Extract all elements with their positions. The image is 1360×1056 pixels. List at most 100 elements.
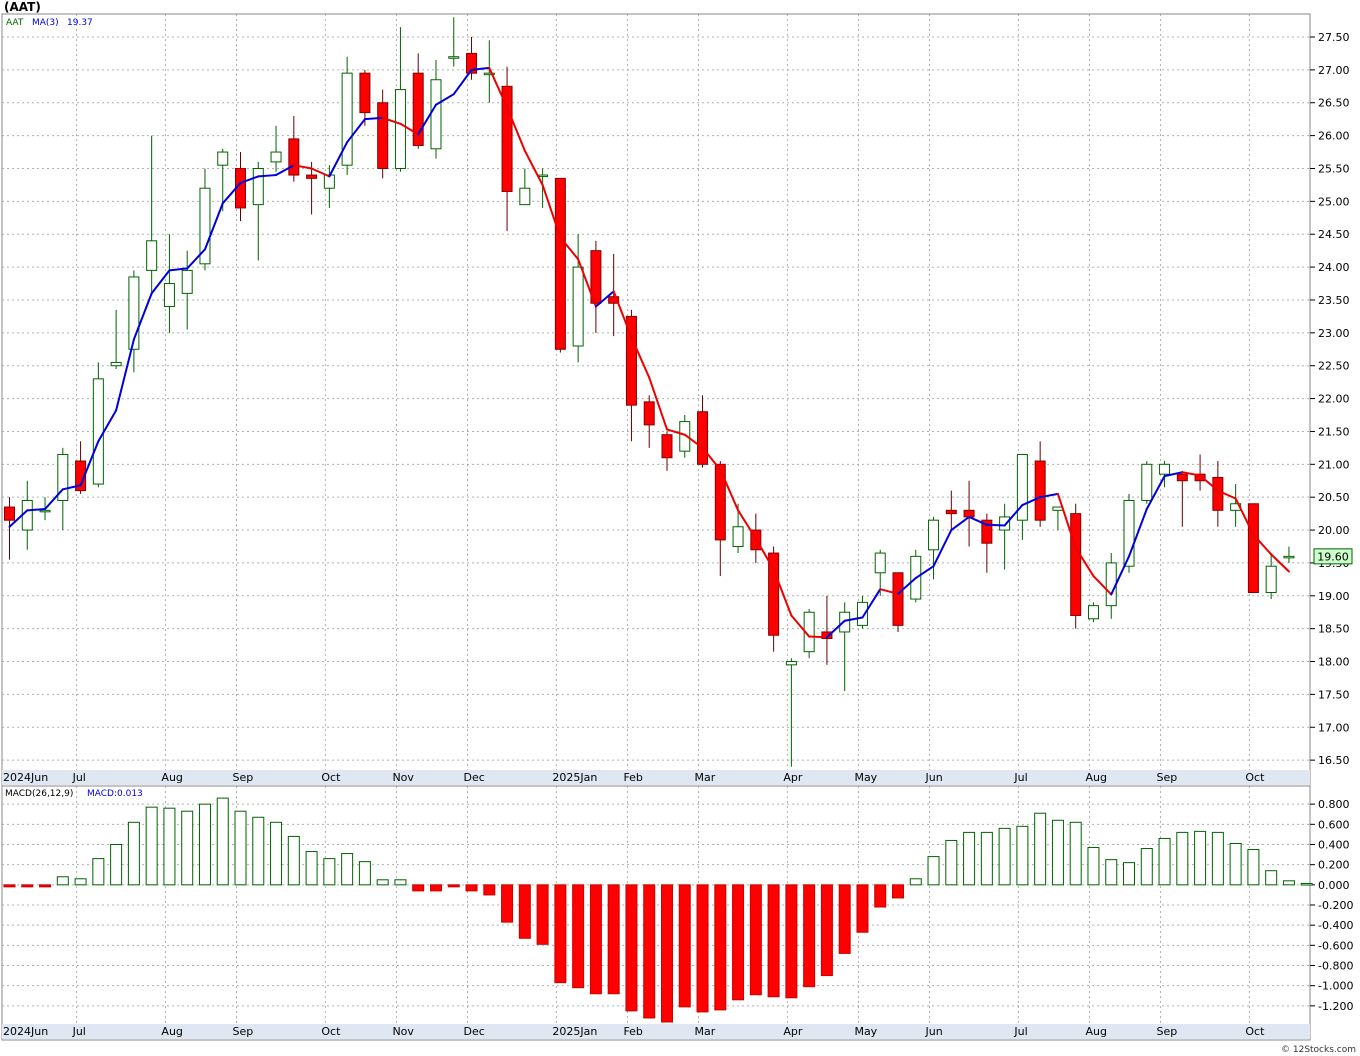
ma-segment [275, 164, 295, 177]
macd-month-label: Jul [72, 1025, 86, 1038]
ma-segment [381, 116, 402, 125]
candle [1087, 602, 1099, 623]
last-price-tag-box [1313, 548, 1353, 565]
macd-month-label: Feb [623, 1025, 642, 1038]
price-month-label: Nov [392, 771, 414, 784]
candle [252, 161, 264, 261]
ma-segment [523, 149, 544, 186]
ma-segment [1199, 474, 1219, 492]
macd-bar [892, 884, 904, 899]
ma-segment [1092, 575, 1113, 596]
candle-body [448, 56, 460, 59]
candle [608, 253, 620, 337]
price-month-label: Sep [1157, 771, 1178, 784]
candle [199, 168, 211, 271]
ma-segment [1181, 471, 1202, 477]
macd-bar [270, 821, 283, 886]
macd-bar [838, 884, 851, 954]
candle-body [874, 552, 886, 574]
macd-month-label: 2024Jun [3, 1025, 48, 1038]
macd-bar [447, 884, 460, 888]
macd-bar [216, 797, 229, 886]
price-date-axis: 2024Jun Jul Aug Sep Oct Nov Dec 2025Jan Feb Mar Ap… [3, 771, 1265, 784]
ma-segment [665, 428, 686, 436]
ma-segment [310, 167, 331, 178]
ma-segment [488, 66, 509, 109]
candle [1194, 454, 1206, 491]
candle-body [1105, 562, 1117, 607]
macd-bar [341, 853, 354, 886]
candle [856, 595, 868, 629]
macd-bar [429, 884, 442, 892]
candle-body [1159, 463, 1171, 475]
macd-bar [945, 839, 958, 886]
price-tick-label: 18.00 [1318, 656, 1350, 669]
macd-bar [483, 884, 496, 896]
macd-month-label: Dec [464, 1025, 485, 1038]
macd-month-label: Oct [1245, 1025, 1265, 1038]
ma-segment [363, 116, 384, 121]
price-tick-label: 23.00 [1318, 327, 1350, 340]
macd-bar [1158, 837, 1171, 886]
macd-bar [660, 884, 673, 1023]
macd-month-label: Oct [321, 1025, 341, 1038]
ma-segment [914, 565, 935, 580]
ma-segment [950, 515, 971, 532]
ma-segment [1128, 508, 1148, 558]
ma-segment [737, 509, 757, 540]
candle [821, 595, 833, 665]
price-legend: AAT MA(3) 19.37 [6, 18, 93, 28]
macd-month-label: Sep [1157, 1025, 1178, 1038]
macd-bar [678, 884, 691, 1008]
price-month-label: Jun [925, 771, 943, 784]
candle [572, 234, 584, 363]
ma-segment [808, 635, 828, 639]
macd-bar [785, 884, 798, 999]
ma-segment [932, 529, 953, 568]
candle-body [1212, 476, 1224, 511]
macd-bar [1051, 819, 1064, 886]
macd-tick-label: -0.400 [1318, 919, 1353, 932]
price-axis: 16.5017.0017.5018.0018.5019.0019.5020.00… [1310, 31, 1350, 767]
macd-month-label: Aug [161, 1025, 182, 1038]
macd-bar [145, 806, 158, 886]
macd-bar [696, 884, 709, 1013]
macd-bar [412, 884, 425, 892]
candle-body [1123, 499, 1135, 567]
macd-tick-label: 0.400 [1318, 838, 1350, 851]
candle [981, 513, 993, 573]
macd-bar [1087, 847, 1100, 886]
ma-segment [186, 248, 206, 270]
candle-body [430, 79, 442, 150]
macd-date-axis-band [2, 1024, 1310, 1039]
candle-body [359, 72, 371, 114]
macd-bar [1069, 821, 1082, 886]
ma-segment [968, 515, 988, 526]
candlestick-series [4, 17, 1295, 767]
candle-body [1265, 565, 1277, 594]
macd-bar [39, 884, 52, 888]
macd-bar [74, 878, 87, 886]
ma-segment [452, 68, 473, 96]
candle-body [217, 151, 229, 166]
price-month-label: 2025Jan [552, 771, 597, 784]
ma-segment [1270, 553, 1290, 573]
price-tick-label: 19.00 [1318, 590, 1350, 603]
macd-bar [1282, 880, 1295, 886]
ma-segment [44, 488, 64, 511]
candle-body [732, 526, 744, 547]
macd-bar [607, 884, 620, 995]
price-month-label: May [854, 771, 877, 784]
candle-body [519, 187, 531, 206]
macd-month-label: Nov [392, 1025, 414, 1038]
ma-segment [648, 376, 668, 431]
macd-bar [287, 835, 300, 886]
macd-month-label: Jul [1013, 1025, 1027, 1038]
macd-bar [465, 884, 478, 892]
ma-segment [1252, 533, 1273, 556]
ma-segment [630, 336, 651, 379]
candle-body [714, 463, 726, 541]
macd-bar [803, 884, 816, 988]
candle [999, 503, 1011, 570]
